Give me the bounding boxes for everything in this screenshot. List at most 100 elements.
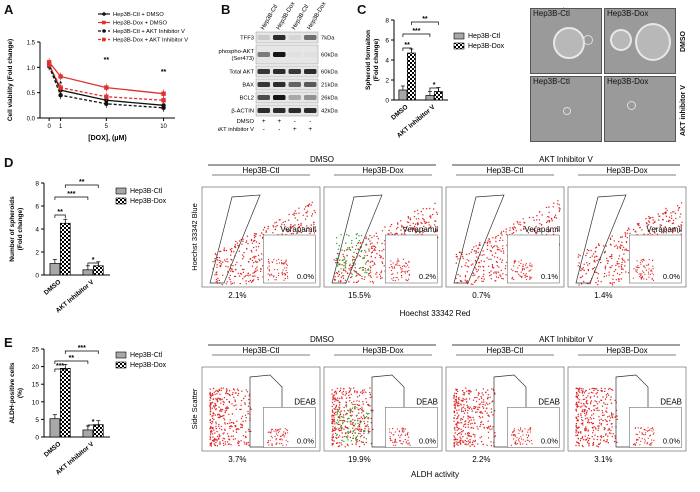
gated-event-dot	[344, 267, 347, 269]
event-dot	[381, 242, 383, 245]
event-dot	[218, 389, 220, 391]
gated-event-dot	[346, 248, 349, 251]
event-dot	[234, 399, 236, 401]
event-dot	[304, 218, 307, 220]
event-dot	[245, 431, 247, 433]
event-dot	[577, 438, 580, 440]
event-dot	[606, 403, 609, 406]
event-dot	[605, 394, 608, 396]
column-label: Hep3B-Ctl	[487, 346, 524, 355]
event-dot	[265, 230, 267, 232]
event-dot	[465, 420, 467, 422]
event-dot	[611, 254, 613, 256]
event-dot	[247, 428, 250, 431]
data-point	[104, 85, 109, 90]
significance-marker: *	[92, 257, 95, 264]
event-dot	[371, 280, 374, 283]
event-dot	[622, 268, 624, 270]
event-dot	[453, 436, 456, 438]
event-dot	[254, 275, 256, 277]
inset-event-dot	[520, 275, 522, 278]
inset-event-dot	[522, 434, 524, 436]
event-dot	[505, 274, 507, 276]
event-dot	[343, 262, 345, 264]
bar	[59, 368, 71, 438]
event-dot	[457, 442, 459, 444]
significance-marker: **	[57, 209, 63, 216]
event-dot	[480, 396, 482, 398]
event-dot	[582, 390, 584, 392]
event-dot	[249, 279, 252, 282]
gated-event-dot	[348, 246, 351, 249]
event-dot	[672, 211, 674, 213]
event-dot	[671, 232, 674, 234]
inset-event-dot	[268, 444, 270, 446]
event-dot	[358, 395, 361, 397]
inset-event-dot	[642, 270, 644, 272]
event-dot	[225, 407, 227, 409]
column-label: Hep3B-Ctl	[243, 346, 280, 355]
event-dot	[587, 264, 589, 266]
gated-event-dot	[339, 411, 341, 413]
event-dot	[228, 277, 230, 279]
event-dot	[629, 232, 631, 235]
event-dot	[256, 266, 258, 268]
event-dot	[458, 427, 460, 430]
event-dot	[593, 389, 595, 392]
event-dot	[275, 221, 278, 223]
event-dot	[345, 406, 348, 408]
event-dot	[237, 394, 239, 397]
inset-event-dot	[521, 269, 523, 271]
event-dot	[596, 407, 599, 409]
event-dot	[417, 218, 420, 220]
event-dot	[226, 398, 228, 401]
event-dot	[339, 414, 341, 416]
event-dot	[600, 424, 602, 426]
event-dot	[677, 209, 679, 211]
event-dot	[472, 272, 475, 274]
inset-event-dot	[529, 262, 531, 264]
event-dot	[594, 388, 596, 390]
event-dot	[659, 224, 661, 226]
inset-event-dot	[276, 442, 278, 444]
event-dot	[501, 234, 503, 236]
inset-event-dot	[525, 263, 527, 265]
panel-b-western-blot: Hep3B-CtlHep3B-DoxHep3B-CtlHep3B-DoxTFF3…	[218, 1, 339, 133]
inset-event-dot	[652, 429, 654, 431]
y-tick-label: 4	[385, 58, 389, 65]
event-dot	[621, 258, 624, 261]
event-dot	[434, 220, 437, 222]
event-dot	[456, 418, 458, 420]
event-dot	[237, 389, 240, 392]
event-dot	[388, 229, 390, 232]
inset-event-dot	[643, 258, 645, 260]
event-dot	[359, 274, 361, 276]
event-dot	[215, 254, 217, 256]
event-dot	[594, 404, 596, 407]
event-dot	[517, 222, 519, 224]
event-dot	[585, 406, 588, 408]
inset-event-dot	[520, 271, 522, 273]
event-dot	[369, 275, 372, 277]
inset-event-dot	[643, 259, 645, 261]
event-dot	[372, 282, 375, 284]
gated-event-dot	[367, 432, 370, 434]
inset-event-dot	[268, 262, 270, 264]
event-dot	[473, 419, 475, 421]
inset-event-dot	[530, 277, 532, 279]
gated-event-dot	[345, 436, 347, 438]
data-point	[104, 94, 109, 99]
event-dot	[428, 221, 430, 224]
inset-event-dot	[269, 275, 271, 277]
inset-event-dot	[390, 269, 393, 272]
inset-event-dot	[271, 261, 273, 263]
event-dot	[455, 253, 458, 256]
event-dot	[581, 419, 583, 421]
inset-event-dot	[390, 266, 393, 268]
inset-event-dot	[528, 270, 530, 272]
event-dot	[486, 397, 489, 399]
event-dot	[481, 277, 483, 280]
event-dot	[336, 408, 339, 411]
gated-event-dot	[365, 270, 367, 272]
